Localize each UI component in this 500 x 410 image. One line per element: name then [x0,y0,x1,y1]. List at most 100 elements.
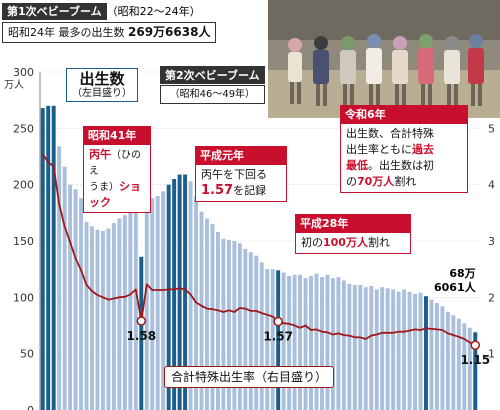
tfr-label-text: 合計特殊出生率（右目盛り） [171,370,328,384]
birth-bar [385,288,390,410]
tfr-point-label: 1.15 [460,353,490,367]
birth-bar [456,318,461,410]
showa41-header: 昭和41年 [83,126,151,144]
birth-bar [265,269,270,410]
birth-bar [177,174,182,410]
boom2-sub: （昭和46～49年） [160,85,265,104]
heisei1-annotation: 平成元年 丙午を下回る 1.57を記録 [195,146,287,202]
birth-bar [407,291,412,410]
birth-bar [106,228,111,410]
birth-bar [79,198,84,410]
heisei28-l1b: 100万人 [323,236,368,249]
birth-bar [303,278,308,410]
birth-bar [57,146,62,410]
birth-bar [380,287,385,410]
birth-bar [100,230,105,410]
birth-bar [155,195,160,410]
birth-bar [467,327,472,410]
births-label: 出生数 （左目盛り） [66,68,138,102]
births-label-sub: （左目盛り） [72,88,132,99]
showa41-l1a: 丙午 [89,148,111,161]
birth-bar [199,211,204,410]
birth-bar [243,248,248,410]
birth-bar [68,184,73,410]
boom1-annotation: 第1次ベビーブーム （昭和22～24年） 昭和24年 最多の出生数 269万663… [2,3,260,43]
showa41-l2b: ショック [89,180,141,209]
birth-bar [298,274,303,410]
birth-bar [90,226,94,410]
birth-bar [402,289,407,410]
birth-bar [150,198,155,410]
birth-bar [117,218,122,410]
left-tick-label: 200 [13,179,34,192]
birth-bar [325,274,330,410]
children-photo [268,0,500,118]
birth-bar [374,289,379,410]
reiwa6-l2a: 出生率ともに [346,143,412,156]
boom1-title: 第1次ベビーブーム [2,3,107,20]
birth-bar [259,262,264,410]
birth-bar [473,332,478,410]
birth-bar [51,105,56,410]
heisei1-box: 丙午を下回る 1.57を記録 [195,164,287,202]
left-tick-label: 0 [27,404,34,410]
last-births-l2: 6061人 [434,281,476,294]
heisei1-header: 平成元年 [195,146,287,164]
right-tick-label: 5 [488,122,495,135]
showa41-l2a: うま） [89,182,119,193]
birth-bar [434,302,439,410]
birth-bar [161,191,166,410]
last-births-l1: 68万 [449,267,476,280]
boom1-line2a: 昭和24年 最多の出生数 [8,26,125,39]
reiwa6-l2b: 過去 [412,143,434,156]
line-layer: 1.58 1.57 1.15 [41,153,490,367]
birth-bar [62,166,67,410]
birth-bar [352,284,357,410]
left-tick-label: 50 [20,348,34,361]
birth-bar [248,252,253,410]
birth-bar [95,229,100,410]
birth-bar [413,293,418,410]
births-label-title: 出生数 [79,70,125,88]
birth-bar [276,270,281,410]
birth-bar [358,284,363,410]
birth-bar [396,291,401,410]
birth-bar [440,306,445,410]
showa41-box: 丙午（ひのえ うま）ショック [83,144,151,213]
birth-bar [319,277,324,410]
left-tick-label: 250 [13,122,34,135]
birth-bar [418,292,423,410]
reiwa6-box: 出生数、合計特殊 出生率ともに過去 最低。出生数は初 の70万人割れ [340,123,468,193]
birth-bar [281,272,286,410]
birth-bar [314,273,319,410]
boom1-sub: （昭和22～24年） [106,5,201,18]
right-tick-label: 3 [488,235,495,248]
birth-bar [128,211,133,410]
right-tick-label: 4 [488,179,495,192]
tfr-point-label: 1.57 [263,330,293,344]
tfr-marker [470,340,481,350]
birth-bar [144,191,149,410]
birth-bar [183,174,188,410]
birth-bar [451,315,456,410]
birth-bar [237,243,242,410]
birth-bar [270,269,275,410]
showa41-l1b: （ひのえ [89,150,141,177]
heisei28-box: 初の100万人割れ [295,232,411,254]
birth-bar [309,275,313,410]
left-axis-unit: 万人 [4,79,24,91]
heisei1-l2b: を記録 [233,184,267,197]
reiwa6-l4a: の [346,175,357,188]
heisei1-l1: 丙午を下回る [201,168,267,181]
heisei28-l1c: 割れ [367,236,390,249]
birth-bar [40,108,45,410]
reiwa6-l4b: 70万人 [357,175,395,188]
reiwa6-annotation: 令和6年 出生数、合計特殊 出生率ともに過去 最低。出生数は初 の70万人割れ [340,105,468,193]
tfr-marker [273,316,283,327]
birth-bar [369,286,374,410]
left-tick-label: 150 [13,235,34,248]
birth-bar [221,238,226,410]
reiwa6-l3b: 。出生数は初 [368,159,434,172]
